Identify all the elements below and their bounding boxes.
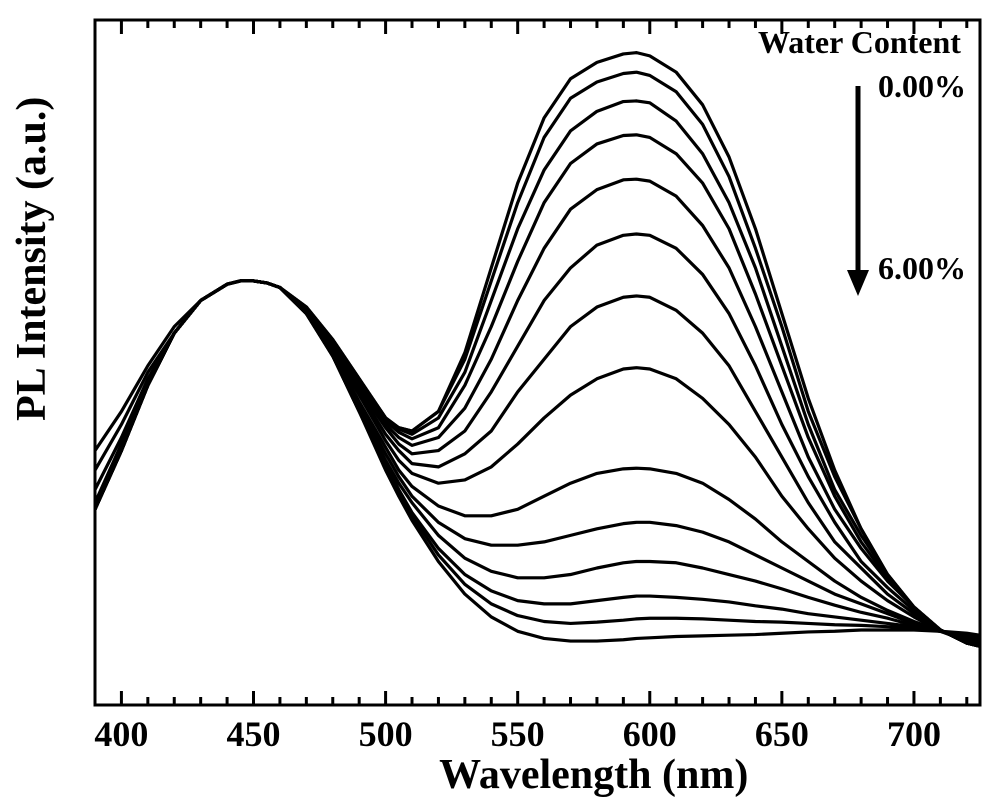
annotation-bottom-label: 6.00%: [878, 250, 966, 287]
x-tick-label: 550: [491, 713, 545, 755]
x-tick-label: 700: [887, 713, 941, 755]
x-tick-label: 500: [359, 713, 413, 755]
annotation-top-label: 0.00%: [878, 68, 966, 105]
x-axis-label: Wavelength (nm): [439, 751, 748, 799]
annotation-title: Water Content: [758, 24, 961, 61]
x-tick-label: 400: [94, 713, 148, 755]
x-tick-label: 600: [623, 713, 677, 755]
y-axis-label: PL Intensity (a.u.): [8, 97, 56, 421]
x-tick-label: 650: [755, 713, 809, 755]
x-tick-label: 450: [227, 713, 281, 755]
chart-svg: [0, 0, 1002, 809]
pl-spectra-chart: PL Intensity (a.u.) Wavelength (nm) Wate…: [0, 0, 1002, 809]
